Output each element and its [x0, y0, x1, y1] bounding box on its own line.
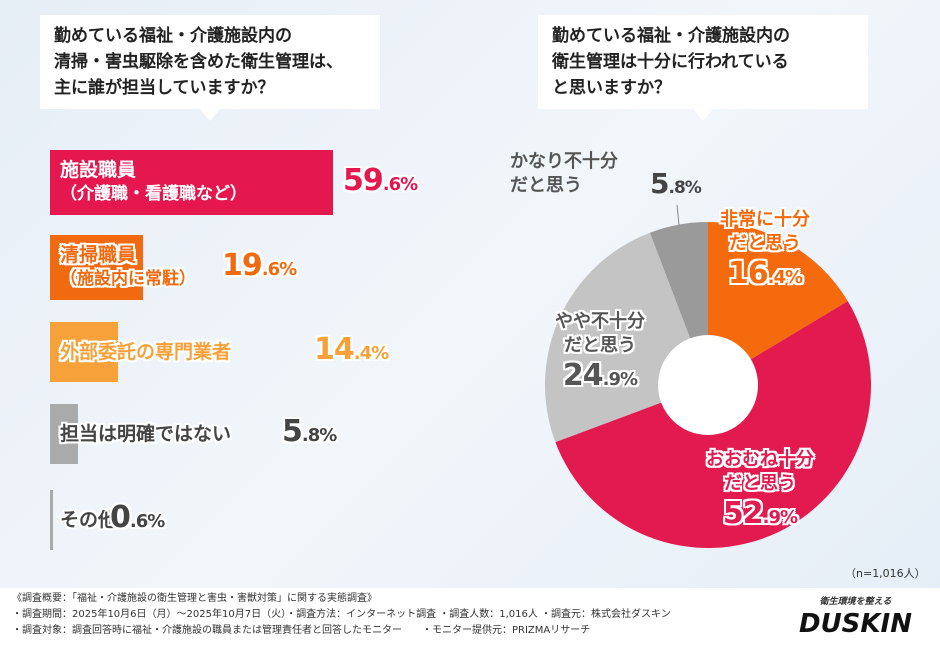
survey-detail: ・調査対象：調査回答時に福祉・介護施設の職員または管理責任者と回答したモニター …: [12, 625, 591, 636]
survey-detail: ・調査期間：2025年10月6日（月）～2025年10月7日（火）・調査方法：イ…: [12, 609, 671, 620]
label-somewhat-insufficient: やや不十分 だと思う 24.9%: [545, 310, 655, 398]
label-mostly-sufficient: おおむね十分 だと思う 52.9%: [680, 448, 840, 536]
pie-slice: [708, 222, 848, 385]
bar-label-line: （介護職・看護職など）: [60, 184, 247, 204]
value-label: 16.4%: [727, 256, 803, 291]
question-line: 勤めている福祉・介護施設内の: [552, 26, 790, 46]
bar-value-label: 0.6%: [110, 500, 165, 535]
leader-line: [676, 204, 680, 226]
label-line: かなり不十分: [510, 151, 618, 172]
label-very-sufficient: 非常に十分 だと思う 16.4%: [700, 208, 830, 296]
label-line: だと思う: [564, 335, 636, 356]
bar-value-label: 19.6%: [222, 247, 297, 283]
bar-label-line: 外部委託の専門業者: [60, 341, 232, 363]
label-line: やや不十分: [555, 311, 645, 332]
footer: 《調査概要：「福祉・介護施設の衛生管理と害虫・害獣対策」に関する実態調査》 ・調…: [0, 588, 940, 650]
bar-label: 清掃職員 （施設内に常駐）: [60, 243, 196, 291]
bar: [50, 404, 78, 464]
bar: [50, 322, 119, 382]
survey-title: 《調査概要：「福祉・介護施設の衛生管理と害虫・害獣対策」に関する実態調査》: [12, 593, 377, 604]
logo-text: DUSKIN: [798, 609, 912, 639]
bar-label-line: 清掃職員: [60, 244, 137, 266]
value-label: 52.9%: [722, 496, 798, 531]
bar-value-label: 5.8%: [282, 414, 337, 449]
question-line: 清掃・害虫駆除を含めた衛生管理は、: [54, 52, 343, 72]
question-line: と思いますか？: [552, 78, 671, 98]
label-line: だと思う: [510, 175, 582, 196]
bar-label: 施設職員 （介護職・看護職など）: [60, 158, 247, 206]
bar-label-line: 担当は明確ではない: [60, 423, 232, 445]
bar-label: その他: [60, 508, 117, 532]
bar-label-line: 施設職員: [60, 159, 137, 181]
bar-value-label: 14.4%: [314, 332, 389, 367]
label-very-insufficient: かなり不十分 だと思う 5.8%: [510, 150, 702, 198]
question-line: 主に誰が担当していますか？: [54, 78, 275, 98]
bar: [50, 235, 144, 300]
question-line: 衛生管理は十分に行われている: [552, 52, 789, 72]
bar: [50, 490, 53, 550]
value-label: 24.9%: [562, 358, 638, 393]
value-label: 5.8%: [650, 167, 702, 200]
donut-hole: [658, 335, 758, 435]
logo-tagline: 衛生環境を整える: [819, 597, 892, 607]
duskin-logo: 衛生環境を整える DUSKIN: [799, 594, 912, 638]
label-line: 非常に十分: [720, 209, 810, 230]
question-line: 勤めている福祉・介護施設内の: [54, 26, 292, 46]
label-line: だと思う: [724, 473, 796, 494]
bar-value-label: 59.6%: [343, 162, 418, 198]
right-question: 勤めている福祉・介護施設内の 衛生管理は十分に行われている と思いますか？: [538, 15, 868, 121]
label-line: おおむね十分: [706, 449, 814, 470]
bar-label: 外部委託の専門業者: [60, 340, 231, 364]
bar: [50, 150, 334, 215]
bar-label: 担当は明確ではない: [60, 422, 231, 446]
label-line: だと思う: [729, 233, 801, 254]
left-question: 勤めている福祉・介護施設内の 清掃・害虫駆除を含めた衛生管理は、 主に誰が担当し…: [40, 15, 380, 121]
bar-label-line: （施設内に常駐）: [60, 269, 196, 289]
sample-size-note: （n=1,016人）: [845, 567, 926, 580]
bar-label-line: その他: [60, 509, 118, 531]
